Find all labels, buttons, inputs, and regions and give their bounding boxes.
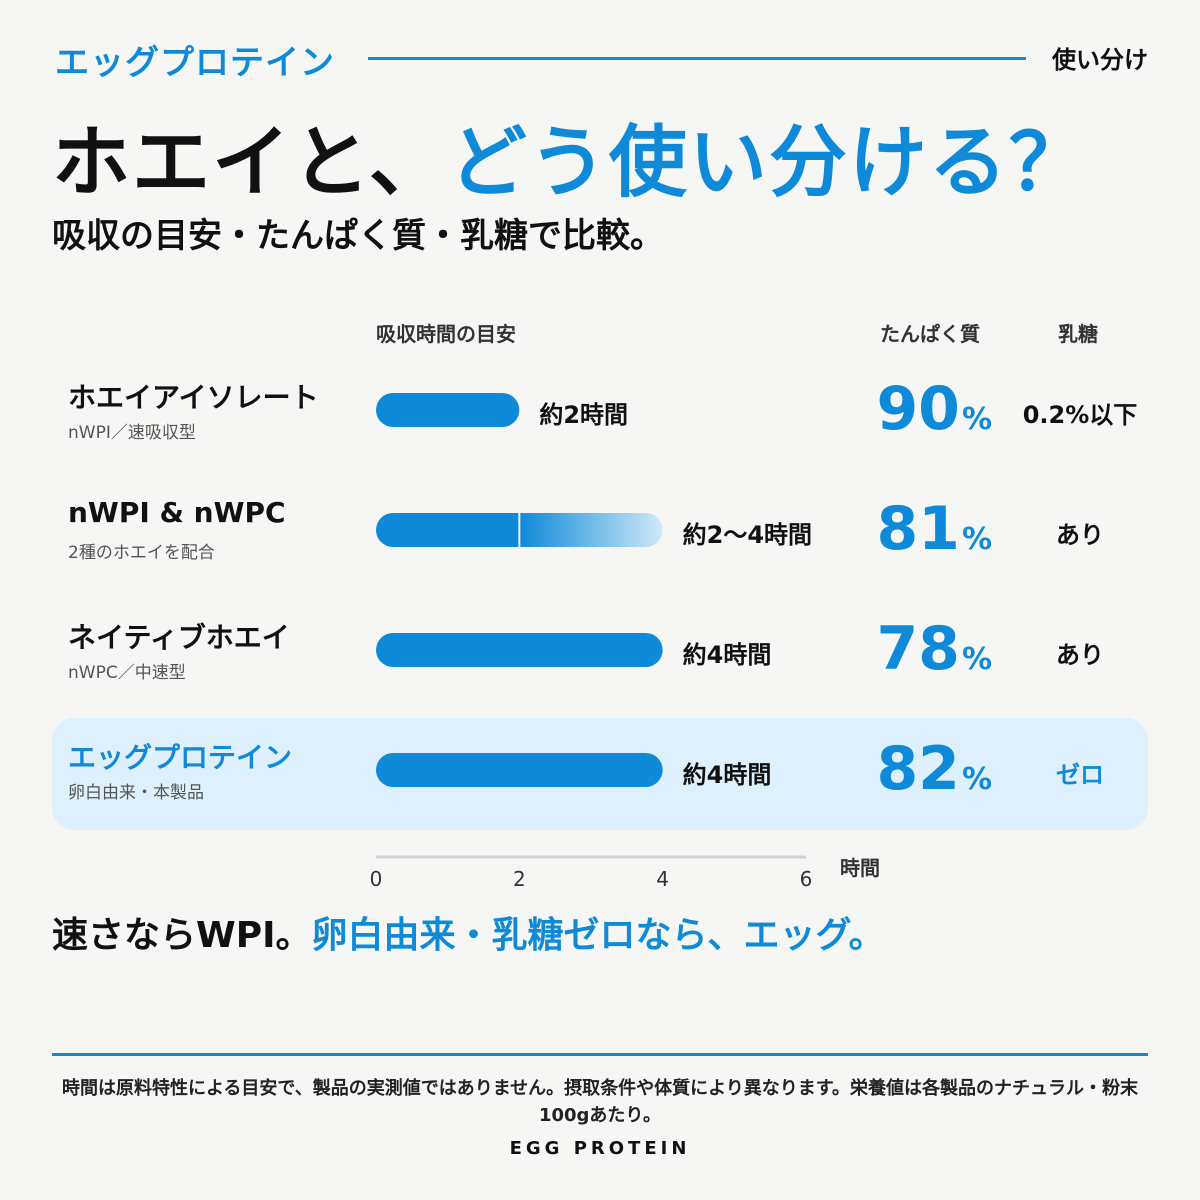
row-subtitle: nWPI／速吸収型 (68, 423, 196, 443)
bar-3 (376, 753, 663, 787)
row-subtitle: 卵白由来・本製品 (68, 783, 204, 803)
bar-duration-label: 約2〜4時間 (682, 521, 813, 549)
bar-fade-1 (520, 513, 663, 547)
subheadline: 吸収の目安・たんぱく質・乳糖で比較。 (52, 216, 664, 256)
row-name: ネイティブホエイ (68, 621, 290, 654)
x-tick-label: 2 (513, 867, 526, 891)
protein-number: 78 (876, 614, 960, 684)
bar-duration-label: 約4時間 (682, 641, 772, 669)
protein-value: 82% (792, 734, 992, 804)
x-axis-label: 時間 (840, 856, 880, 880)
row-name: エッグプロテイン (68, 741, 293, 774)
footer-divider (52, 1053, 1148, 1056)
x-tick-label: 4 (656, 867, 669, 891)
top-label: エッグプロテイン (55, 43, 335, 83)
footnote: 時間は原料特性による目安で、製品の実測値ではありません。摂取条件や体質により異な… (61, 1078, 1139, 1126)
summary-part1: 速さならWPI。 (52, 915, 312, 956)
row-name: nWPI & nWPC (68, 496, 286, 529)
headline: ホエイと、どう使い分ける？ (52, 100, 1089, 212)
protein-value: 81% (792, 494, 992, 564)
protein-value: 78% (792, 614, 992, 684)
column-header-protein: たんぱく質 (880, 322, 980, 346)
lactose-value: あり (1056, 521, 1104, 549)
headline-part2: どう使い分ける？ (448, 118, 1089, 208)
column-header-absorption: 吸収時間の目安 (376, 322, 516, 346)
protein-unit: % (961, 522, 992, 557)
top-divider (368, 57, 1026, 60)
lactose-value: 0.2%以下 (1022, 401, 1138, 429)
protein-unit: % (961, 402, 992, 437)
protein-unit: % (961, 642, 992, 677)
bar-solid-1 (376, 513, 519, 547)
protein-number: 81 (876, 494, 960, 564)
lactose-value: あり (1056, 641, 1104, 669)
row-subtitle: nWPC／中速型 (68, 663, 186, 683)
bar-0 (376, 393, 520, 427)
bar-2 (376, 633, 663, 667)
headline-part1: ホエイと、 (52, 118, 449, 208)
column-header-lactose: 乳糖 (1058, 322, 1098, 346)
summary-part2: 卵白由来・乳糖ゼロなら、エッグ。 (311, 915, 885, 956)
x-tick-label: 0 (370, 867, 383, 891)
row-subtitle: 2種のホエイを配合 (68, 543, 215, 563)
protein-number: 90 (876, 374, 960, 444)
x-tick-label: 6 (800, 867, 813, 891)
brand-wordmark: EGG PROTEIN (509, 1138, 691, 1159)
bar-duration-label: 約4時間 (682, 761, 772, 789)
protein-unit: % (961, 762, 992, 797)
top-right-label: 使い分け (1052, 46, 1148, 74)
lactose-value: ゼロ (1056, 761, 1104, 789)
bar-duration-label: 約2時間 (539, 401, 629, 429)
protein-number: 82 (876, 734, 960, 804)
summary-line: 速さならWPI。卵白由来・乳糖ゼロなら、エッグ。 (52, 906, 885, 958)
row-name: ホエイアイソレート (68, 381, 319, 414)
protein-value: 90% (792, 374, 992, 444)
